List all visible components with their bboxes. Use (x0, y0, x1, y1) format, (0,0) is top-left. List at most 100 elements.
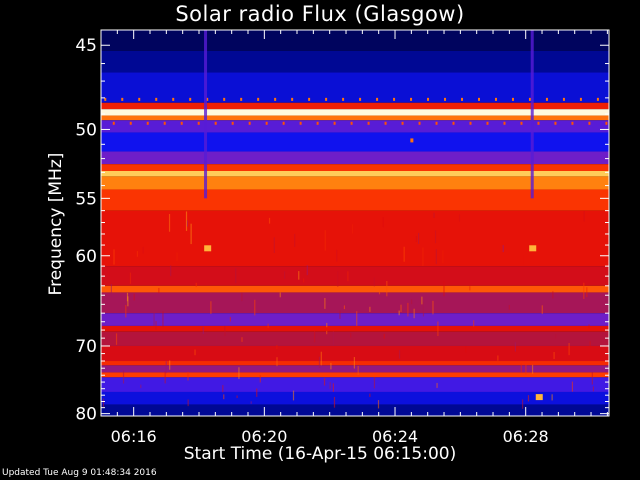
heatmap-band (101, 132, 609, 152)
heatmap-streak (107, 270, 110, 276)
heatmap-streak (298, 271, 300, 280)
heatmap-streak (400, 304, 402, 312)
heatmap-dot (554, 121, 557, 125)
heatmap-streak (235, 268, 237, 284)
heatmap-streak (241, 292, 243, 302)
heatmap-streak (415, 236, 417, 242)
y-tick-label: 55 (75, 189, 97, 209)
heatmap-streak (153, 312, 155, 327)
heatmap-streak (552, 291, 554, 299)
x-axis-label: Start Time (16-Apr-15 06:15:00) (183, 444, 457, 464)
heatmap-dot (240, 97, 243, 101)
heatmap-streak (434, 230, 437, 244)
heatmap-dot (444, 97, 447, 101)
y-tick-label: 70 (75, 337, 97, 357)
heatmap-streak (373, 377, 376, 389)
heatmap-dot (503, 121, 506, 125)
heatmap-band (101, 120, 609, 133)
heatmap-band (101, 189, 609, 211)
y-axis-label: Frequency [MHz] (46, 152, 66, 296)
heatmap-dot (596, 97, 599, 101)
heatmap-band (101, 266, 609, 286)
heatmap-streak (302, 278, 305, 283)
updated-timestamp: Updated Tue Aug 9 01:48:34 2016 (2, 468, 157, 478)
heatmap-streak (398, 310, 400, 316)
heatmap-band (101, 404, 609, 416)
heatmap-dot (579, 97, 582, 101)
heatmap-dot (367, 121, 370, 125)
heatmap-dot (528, 97, 531, 101)
heatmap-streak (190, 223, 192, 245)
heatmap-streak (164, 371, 166, 384)
heatmap-dot (223, 97, 226, 101)
heatmap-streak (508, 304, 510, 310)
heatmap-streak (333, 396, 336, 408)
heatmap-dot (410, 97, 413, 101)
heatmap-streak (351, 224, 354, 234)
heatmap-streak (386, 281, 388, 297)
heatmap-dot (333, 121, 336, 125)
heatmap-dot (325, 97, 328, 101)
heatmap-bright-spot (529, 245, 537, 252)
heatmap-streak (435, 249, 437, 265)
heatmap-streak (443, 281, 445, 297)
heatmap-streak (382, 216, 384, 228)
heatmap-streak (458, 214, 461, 222)
heatmap-streak (279, 292, 281, 298)
heatmap-streak (551, 394, 553, 401)
heatmap-dot (562, 97, 565, 101)
heatmap-dot (257, 97, 260, 101)
heatmap-dot (342, 97, 345, 101)
heatmap-dot (214, 121, 217, 125)
heatmap-streak (369, 393, 371, 397)
heatmap-dot (452, 121, 455, 125)
heatmap-streak (115, 333, 118, 345)
heatmap-dot (350, 121, 353, 125)
heatmap-band (101, 391, 609, 405)
y-tick-label: 45 (75, 36, 97, 56)
heatmap-streak (122, 370, 125, 384)
heatmap-streak (170, 265, 172, 277)
x-tick-label: 06:28 (503, 427, 549, 446)
heatmap-streak (541, 305, 543, 314)
heatmap-streak (469, 286, 471, 291)
heatmap-streak (410, 299, 413, 305)
y-tick-label: 80 (75, 405, 97, 425)
heatmap-streak (356, 311, 358, 326)
heatmap-band (101, 313, 609, 326)
heatmap-streak (497, 355, 499, 361)
heatmap-streak (332, 331, 334, 346)
heatmap-streak (168, 214, 171, 232)
heatmap-streak (403, 246, 405, 262)
heatmap-band (101, 292, 609, 314)
heatmap-dot (469, 121, 472, 125)
heatmap-streak (592, 386, 595, 392)
heatmap-streak (210, 301, 212, 314)
heatmap-dot (155, 97, 158, 101)
heatmap-area (101, 30, 609, 416)
heatmap-streak (398, 350, 401, 359)
heatmap-dot (393, 97, 396, 101)
heatmap-streak (185, 211, 188, 231)
heatmap-streak (330, 362, 332, 370)
heatmap-bright-spot (535, 394, 543, 401)
heatmap-streak (571, 381, 574, 392)
heatmap-streak (514, 342, 516, 352)
heatmap-streak (294, 233, 296, 247)
heatmap-dot (121, 97, 124, 101)
heatmap-streak (187, 371, 189, 381)
heatmap-dot (282, 121, 285, 125)
heatmap-dot (129, 121, 132, 125)
heatmap-streak (442, 250, 444, 264)
heatmap-band (101, 325, 609, 332)
heatmap-streak (421, 296, 423, 305)
heatmap-band (101, 176, 609, 190)
heatmap-streak (323, 378, 326, 386)
heatmap-streak (102, 398, 105, 407)
heatmap-streak (216, 333, 218, 345)
heatmap-streak (583, 282, 585, 299)
heatmap-bright-dot (410, 138, 414, 143)
heatmap-streak (437, 321, 439, 337)
x-tick-label: 06:24 (372, 427, 418, 446)
heatmap-streak (126, 292, 129, 302)
